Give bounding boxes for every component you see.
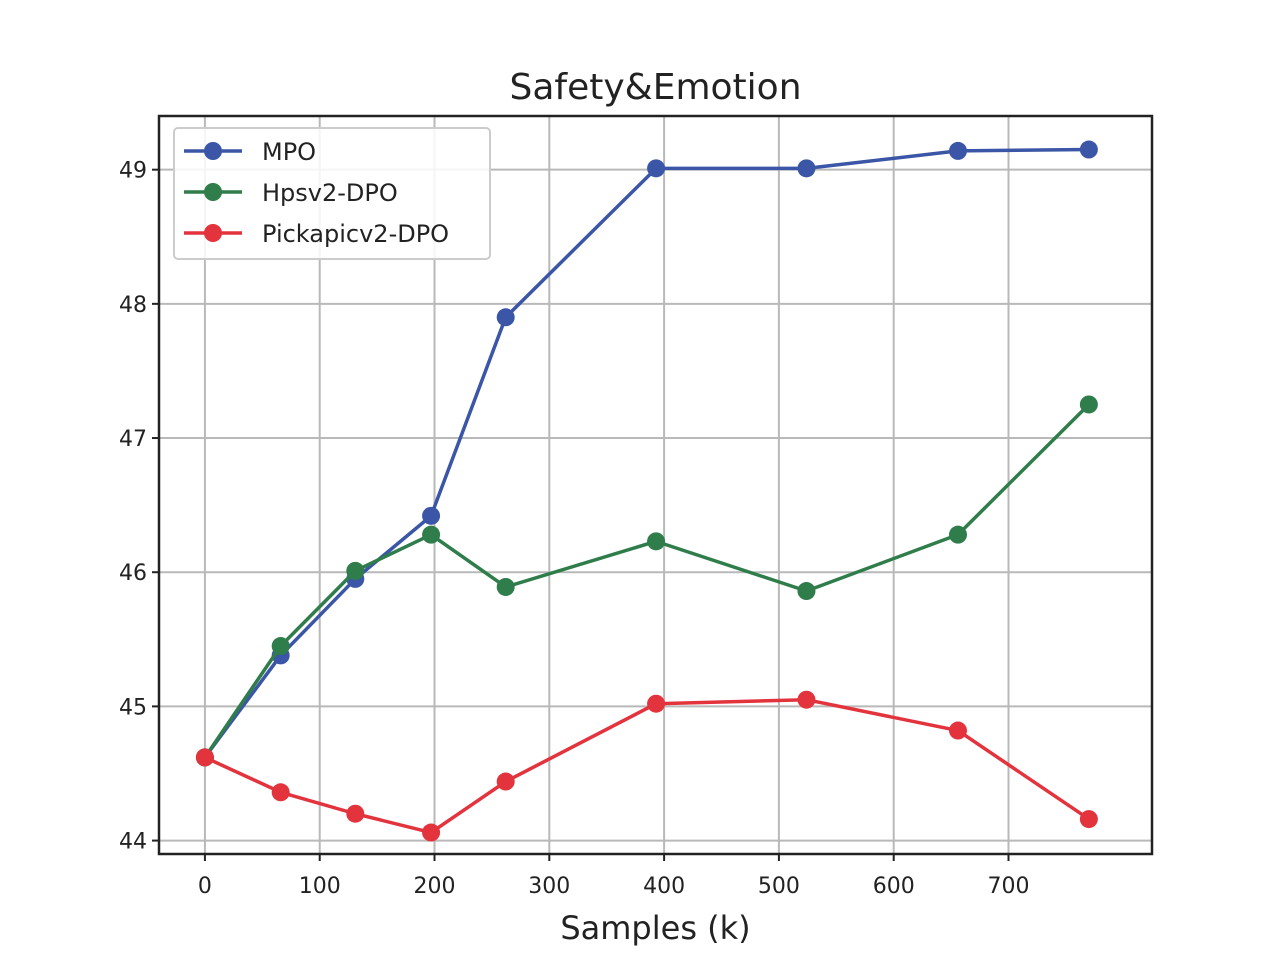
data-point-pickapicv2-dpo: [422, 823, 441, 842]
data-point-mpo: [797, 159, 816, 178]
plot-series: [195, 140, 1098, 842]
data-point-pickapicv2-dpo: [647, 694, 666, 713]
data-point-hpsv2-dpo: [948, 525, 967, 544]
data-point-mpo: [1079, 140, 1098, 159]
data-point-hpsv2-dpo: [1079, 395, 1098, 414]
x-tick-label: 400: [643, 874, 685, 899]
legend-item-hpsv2-dpo: Hpsv2-DPO: [184, 179, 398, 207]
legend-box: [173, 127, 491, 260]
x-tick-label: 300: [528, 874, 570, 899]
y-tick-label: 44: [119, 830, 147, 855]
y-tick-label: 45: [119, 695, 147, 720]
data-point-mpo: [422, 506, 441, 525]
legend-marker: [204, 142, 222, 160]
x-tick-label: 600: [873, 874, 915, 899]
legend-label: Pickapicv2-DPO: [262, 220, 449, 248]
legend-marker: [204, 183, 222, 201]
chart-title: Safety&Emotion: [509, 67, 801, 108]
data-point-mpo: [948, 141, 967, 160]
axis-ticks: 0 100 200 300 400 500 600 700 44 45 46 47 48 49: [119, 159, 1030, 899]
x-axis-title: Samples (k): [560, 909, 750, 947]
data-point-pickapicv2-dpo: [271, 783, 290, 802]
x-tick-label: 0: [198, 874, 212, 899]
x-tick-label: 700: [988, 874, 1030, 899]
data-point-hpsv2-dpo: [647, 532, 666, 551]
data-point-pickapicv2-dpo: [797, 690, 816, 709]
series-hpsv2-dpo: [195, 395, 1098, 767]
data-point-mpo: [496, 308, 515, 327]
data-point-pickapicv2-dpo: [1079, 810, 1098, 829]
y-tick-label: 49: [119, 159, 147, 184]
legend-marker: [204, 224, 222, 242]
data-point-hpsv2-dpo: [797, 582, 816, 601]
legend-label: Hpsv2-DPO: [262, 179, 398, 207]
data-point-hpsv2-dpo: [496, 577, 515, 596]
series-pickapicv2-dpo: [195, 690, 1098, 842]
x-tick-label: 500: [758, 874, 800, 899]
y-tick-label: 46: [119, 561, 147, 586]
data-point-pickapicv2-dpo: [496, 772, 515, 791]
data-point-pickapicv2-dpo: [346, 804, 365, 823]
data-point-mpo: [647, 159, 666, 178]
data-point-hpsv2-dpo: [422, 525, 441, 544]
legend-label: MPO: [262, 138, 316, 166]
data-point-pickapicv2-dpo: [948, 721, 967, 740]
y-tick-label: 48: [119, 293, 147, 318]
plot-frame: [157, 114, 1154, 856]
y-tick-label: 47: [119, 427, 147, 452]
legend-item-mpo: MPO: [184, 138, 316, 166]
x-tick-label: 100: [299, 874, 341, 899]
x-tick-label: 200: [414, 874, 456, 899]
data-point-pickapicv2-dpo: [195, 748, 214, 767]
legend: MPO Hpsv2-DPO Pickapicv2-DPO: [173, 127, 491, 260]
data-point-hpsv2-dpo: [346, 561, 365, 580]
data-point-hpsv2-dpo: [271, 637, 290, 656]
legend-item-pickapicv2-dpo: Pickapicv2-DPO: [184, 220, 449, 248]
